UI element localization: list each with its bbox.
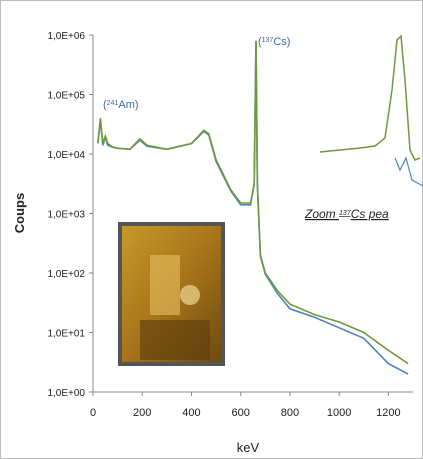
annotation-part: Am) — [118, 99, 138, 111]
x-tick-label: 800 — [281, 407, 299, 419]
x-tick-label: 200 — [133, 407, 151, 419]
x-tick-label: 1200 — [376, 407, 400, 419]
series-line — [97, 40, 409, 365]
y-tick-label: 1,0E+01 — [47, 329, 85, 340]
y-tick-label: 1,0E+05 — [47, 91, 85, 102]
x-tick-label: 0 — [90, 407, 96, 419]
y-tick-label: 1,0E+03 — [47, 210, 85, 221]
annotation: (137Cs) — [258, 36, 290, 48]
annotation-part: 137 — [262, 37, 274, 44]
zoom-curve-tail — [394, 156, 423, 187]
y-tick-label: 1,0E+06 — [47, 31, 85, 42]
annotation-part: 137 — [339, 210, 352, 217]
photo — [118, 222, 225, 366]
plot-area: 1,0E+06 1,0E+05 1,0E+04 1,0E+03 1,0E+02 1,0E+… — [47, 31, 413, 419]
annotation-part: 241 — [107, 100, 119, 107]
annotation-part: Cs) — [273, 36, 290, 48]
annotation-part: ( — [258, 36, 262, 48]
y-tick-label: 1,0E+04 — [47, 150, 85, 161]
x-tick-label: 600 — [232, 407, 250, 419]
x-axis-label: keV — [237, 440, 260, 455]
annotation-part: Zoom — [304, 207, 339, 221]
y-tick-label: 1,0E+02 — [47, 269, 85, 280]
annotation: (241Am) — [103, 99, 139, 111]
x-tick-label: 1000 — [327, 407, 351, 419]
zoom-curve — [319, 34, 421, 161]
y-axis-label: Coups — [12, 193, 27, 233]
annotation-part: ( — [103, 99, 107, 111]
annotation: Zoom 137Cs pea — [304, 207, 389, 221]
x-tick-label: 400 — [182, 407, 200, 419]
y-tick-label: 1,0E+00 — [47, 388, 85, 399]
annotation-part: Cs pea — [351, 207, 389, 221]
